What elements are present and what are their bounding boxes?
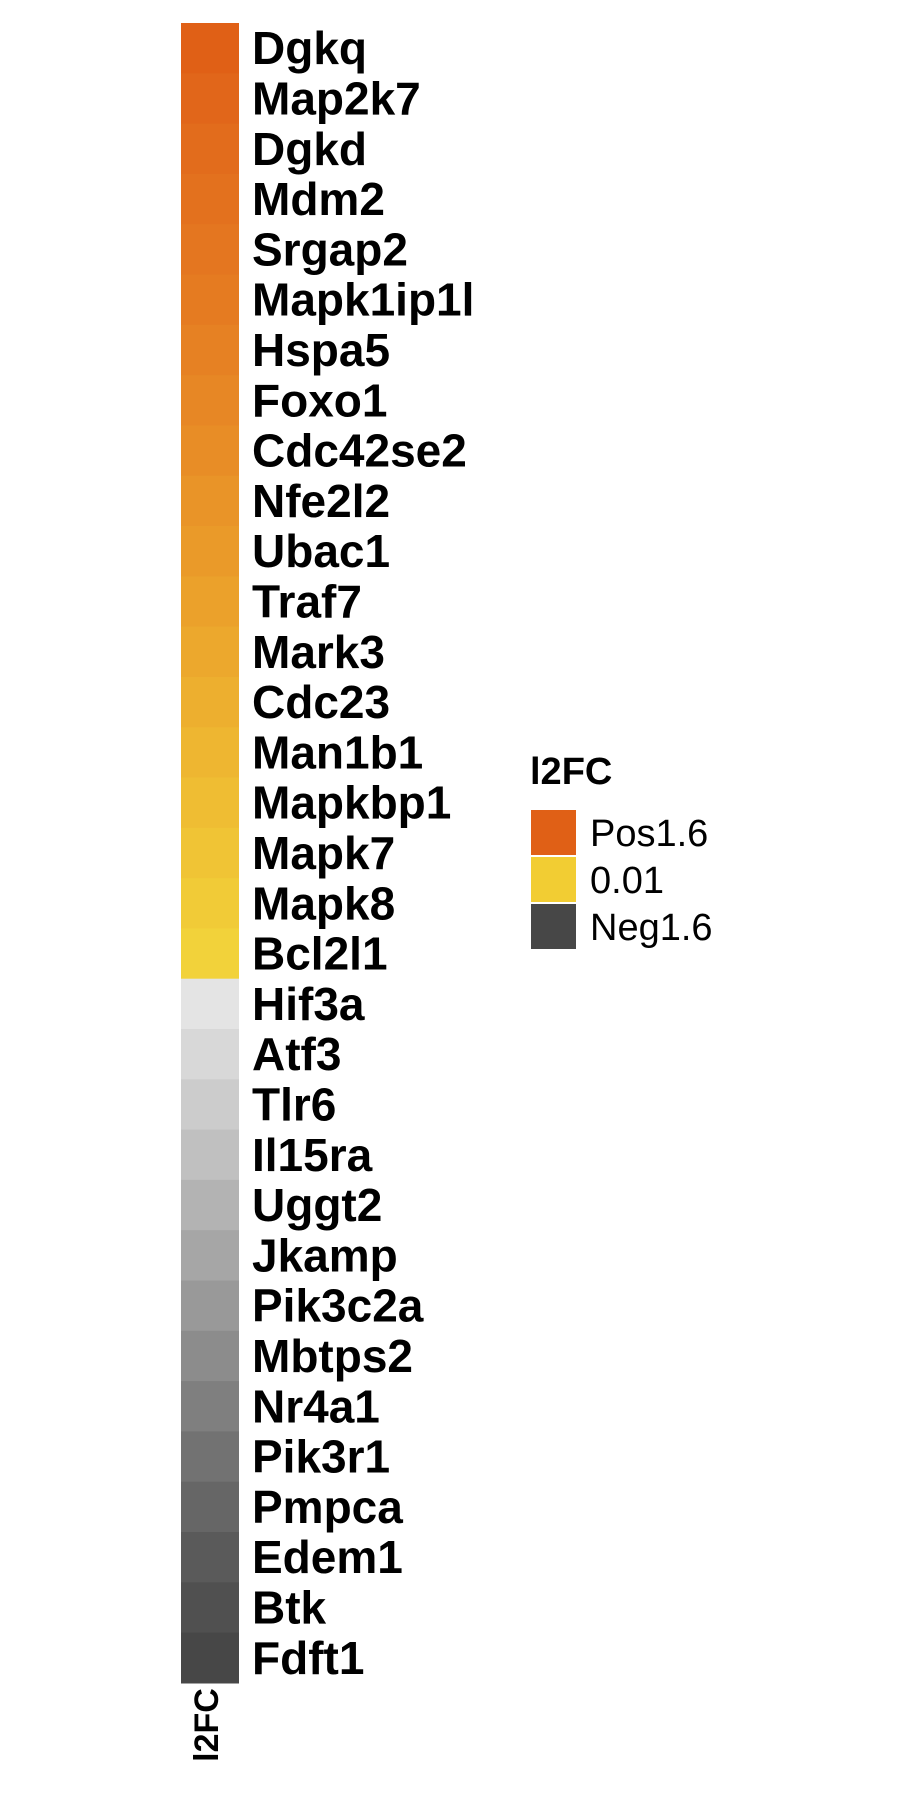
gene-label-map2k7: Map2k7 xyxy=(252,72,421,124)
column-label: l2FC xyxy=(188,1688,226,1762)
heatmap-cell-foxo1 xyxy=(181,375,239,426)
legend: l2FC Pos1.6 0.01 Neg1.6 xyxy=(530,751,713,949)
gene-label-ubac1: Ubac1 xyxy=(252,525,390,577)
heatmap-cell-map2k7 xyxy=(181,73,239,125)
gene-label-hif3a: Hif3a xyxy=(252,978,365,1030)
legend-swatch-pos xyxy=(531,810,576,855)
heatmap-cell-cdc42se2 xyxy=(181,425,239,477)
heatmap-cell-nfe2l2 xyxy=(181,475,239,527)
heatmap-cell-il15ra xyxy=(181,1129,239,1181)
heatmap-cell-mapkbp1 xyxy=(181,777,239,829)
gene-label-mapk8: Mapk8 xyxy=(252,877,395,929)
legend-title: l2FC xyxy=(530,751,612,793)
gene-label-pik3r1: Pik3r1 xyxy=(252,1431,390,1483)
heatmap-cell-edem1 xyxy=(181,1532,239,1583)
heatmap-cell-mark3 xyxy=(181,626,239,678)
gene-label-uggt2: Uggt2 xyxy=(252,1179,382,1231)
gene-label-fdft1: Fdft1 xyxy=(252,1632,364,1684)
heatmap-cell-uggt2 xyxy=(181,1179,239,1231)
gene-label-dgkq: Dgkq xyxy=(252,22,367,74)
legend-swatch-mid xyxy=(531,857,576,902)
gene-label-jkamp: Jkamp xyxy=(252,1229,398,1281)
heatmap-cell-mapk1ip1l xyxy=(181,274,239,326)
heatmap-cell-fdft1 xyxy=(181,1632,239,1684)
heatmap-cells xyxy=(181,23,239,1684)
heatmap-cell-tlr6 xyxy=(181,1079,239,1131)
gene-label-mapk7: Mapk7 xyxy=(252,827,395,879)
gene-label-pik3c2a: Pik3c2a xyxy=(252,1280,424,1332)
heatmap-cell-dgkd xyxy=(181,123,239,175)
gene-label-foxo1: Foxo1 xyxy=(252,374,387,426)
gene-label-nr4a1: Nr4a1 xyxy=(252,1380,380,1432)
legend-label-neg: Neg1.6 xyxy=(590,907,713,949)
gene-label-cdc42se2: Cdc42se2 xyxy=(252,425,467,477)
legend-label-mid: 0.01 xyxy=(590,860,664,902)
gene-label-man1b1: Man1b1 xyxy=(252,726,423,778)
gene-label-bcl2l1: Bcl2l1 xyxy=(252,928,388,980)
legend-label-pos: Pos1.6 xyxy=(590,813,708,855)
heatmap-cell-mapk7 xyxy=(181,827,239,879)
gene-label-cdc23: Cdc23 xyxy=(252,676,390,728)
gene-label-edem1: Edem1 xyxy=(252,1531,403,1583)
gene-label-srgap2: Srgap2 xyxy=(252,223,408,275)
gene-label-atf3: Atf3 xyxy=(252,1028,341,1080)
heatmap-cell-nr4a1 xyxy=(181,1381,239,1432)
gene-label-btk: Btk xyxy=(252,1581,327,1633)
heatmap-cell-pmpca xyxy=(181,1481,239,1533)
heatmap-cell-hspa5 xyxy=(181,324,239,376)
gene-label-il15ra: Il15ra xyxy=(252,1129,373,1181)
gene-label-tlr6: Tlr6 xyxy=(252,1078,336,1130)
gene-labels: DgkqMap2k7DgkdMdm2Srgap2Mapk1ip1lHspa5Fo… xyxy=(252,22,474,1684)
gene-label-mbtps2: Mbtps2 xyxy=(252,1330,413,1382)
heatmap-cell-man1b1 xyxy=(181,727,239,779)
gene-label-hspa5: Hspa5 xyxy=(252,324,390,376)
legend-swatch-neg xyxy=(531,904,576,949)
heatmap-cell-bcl2l1 xyxy=(181,928,239,980)
heatmap-cell-srgap2 xyxy=(181,224,239,276)
heatmap-cell-jkamp xyxy=(181,1230,239,1282)
heatmap-cell-mapk8 xyxy=(181,878,239,929)
heatmap-cell-hif3a xyxy=(181,978,239,1030)
heatmap-cell-btk xyxy=(181,1582,239,1634)
gene-label-mark3: Mark3 xyxy=(252,626,385,678)
heatmap-cell-dgkq xyxy=(181,23,239,74)
heatmap-cell-traf7 xyxy=(181,576,239,628)
heatmap-cell-ubac1 xyxy=(181,526,239,577)
heatmap-cell-mdm2 xyxy=(181,173,239,225)
heatmap-cell-pik3c2a xyxy=(181,1280,239,1332)
heatmap-cell-pik3r1 xyxy=(181,1431,239,1483)
heatmap-cell-cdc23 xyxy=(181,676,239,728)
gene-label-dgkd: Dgkd xyxy=(252,123,367,175)
gene-label-mapkbp1: Mapkbp1 xyxy=(252,777,451,829)
gene-label-mdm2: Mdm2 xyxy=(252,173,385,225)
gene-label-nfe2l2: Nfe2l2 xyxy=(252,475,390,527)
heatmap-cell-mbtps2 xyxy=(181,1330,239,1382)
gene-label-mapk1ip1l: Mapk1ip1l xyxy=(252,274,474,326)
heatmap-cell-atf3 xyxy=(181,1029,239,1080)
gene-label-pmpca: Pmpca xyxy=(252,1481,403,1533)
gene-label-traf7: Traf7 xyxy=(252,575,362,627)
